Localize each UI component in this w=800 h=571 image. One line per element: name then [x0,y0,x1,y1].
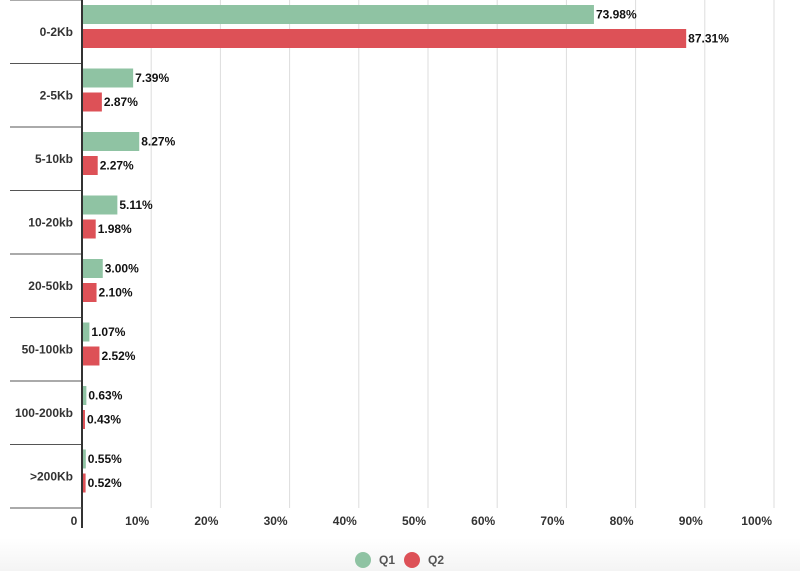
legend-label-q2[interactable]: Q2 [428,553,444,567]
data-label: 1.98% [98,222,132,236]
data-label: 0.52% [88,476,122,490]
data-label: 2.10% [99,286,133,300]
data-label: 0.43% [87,413,121,427]
x-tick-label: 100% [741,514,772,528]
bar-q1 [82,195,118,215]
bar-q1 [82,259,103,278]
data-label: 2.87% [104,95,138,109]
legend[interactable]: Q1 Q2 [355,552,444,568]
data-label: 8.27% [141,135,175,149]
x-tick-label: 40% [333,514,357,528]
data-label: 0.55% [88,452,122,466]
category-separators [10,0,82,509]
category-label: 5-10kb [35,152,73,166]
bar-q2 [82,346,100,366]
bar-q2 [82,29,687,48]
bar-q2 [82,92,102,112]
bar-q2 [82,410,85,429]
legend-label-q1[interactable]: Q1 [379,553,395,567]
bars [82,5,687,493]
data-label: 7.39% [135,71,169,85]
category-label: 2-5Kb [40,88,73,102]
data-label: 0.63% [88,389,122,403]
category-label: 20-50kb [28,279,73,293]
data-label: 2.27% [100,159,134,173]
x-tick-label: 0 [71,514,78,528]
legend-area-background [0,538,800,571]
legend-marker-q2[interactable] [404,552,420,568]
data-label: 3.00% [105,262,139,276]
data-label: 87.31% [688,32,729,46]
x-tick-label: 60% [471,514,495,528]
x-tick-label: 50% [402,514,426,528]
bar-q2 [82,219,96,239]
bar-q2 [82,283,97,302]
bar-q1 [82,449,86,469]
bar-q1 [82,322,90,342]
x-tick-label: 10% [125,514,149,528]
category-label: 100-200kb [15,406,73,420]
bar-q2 [82,156,98,175]
bar-q1 [82,386,87,405]
bar-q1 [82,132,140,151]
x-tick-label: 70% [540,514,564,528]
gridlines [150,0,775,508]
bar-q1 [82,68,134,88]
data-label: 1.07% [91,325,125,339]
x-tick-label: 90% [679,514,703,528]
data-label: 2.52% [101,349,135,363]
category-label: 10-20kb [28,215,73,229]
labels: 0 10% 20% 30% 40% 50% 60% 70% 80% 90% 100% 0-2Kb 73.… [15,8,772,529]
data-label: 73.98% [596,8,637,22]
bar-q2 [82,473,86,493]
category-label: 50-100kb [22,342,73,356]
x-tick-label: 80% [610,514,634,528]
x-tick-label: 20% [194,514,218,528]
bar-q1 [82,5,594,24]
x-tick-label: 30% [264,514,288,528]
category-label: >200Kb [30,469,73,483]
data-label: 5.11% [119,198,153,212]
axes [10,0,83,528]
legend-marker-q1[interactable] [355,552,371,568]
category-label: 0-2Kb [40,25,73,39]
